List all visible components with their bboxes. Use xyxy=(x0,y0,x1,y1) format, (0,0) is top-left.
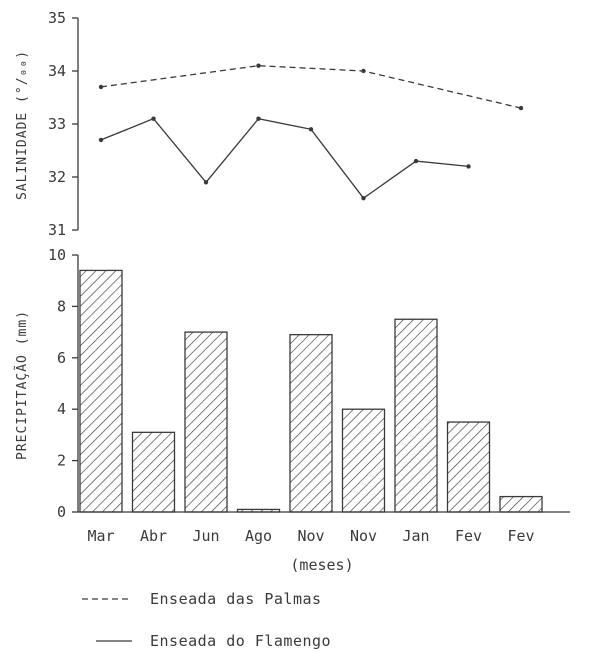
precipitation-bar xyxy=(131,431,176,513)
precipitation-bar xyxy=(184,331,228,513)
salinity-data-point xyxy=(308,127,314,132)
precipitation-bar xyxy=(236,508,281,513)
x-tick-labels: Mar Abr Jun Ago Nov Nov Jan Fev Fev xyxy=(87,527,534,545)
salinity-tick-label: 33 xyxy=(48,115,66,133)
salinity-data-point xyxy=(98,137,104,143)
salinity-data-point xyxy=(256,63,261,68)
x-tick-label: Fev xyxy=(455,527,482,545)
precipitation-tick-label: 0 xyxy=(57,503,66,521)
salinity-series xyxy=(98,63,524,201)
salinity-data-point xyxy=(98,84,104,90)
salinity-data-point xyxy=(256,116,261,121)
salinity-data-point xyxy=(518,105,524,111)
x-tick-label: Nov xyxy=(297,527,324,545)
salinity-tick-label: 32 xyxy=(48,168,66,186)
precipitation-chart: 0 2 4 6 8 10 PRECIPITAÇÃO (mm) Mar Abr Jun Ago No… xyxy=(14,246,570,574)
x-tick-label: Nov xyxy=(350,527,377,545)
precipitation-y-ticks: 0 2 4 6 8 10 xyxy=(48,246,78,521)
salinity-tick-label: 34 xyxy=(48,62,66,80)
salinity-series-line xyxy=(100,117,469,200)
legend: Enseada das Palmas Enseada do Flamengo xyxy=(82,590,331,650)
salinity-data-point xyxy=(361,68,366,74)
x-tick-label: Jan xyxy=(402,527,429,545)
salinity-y-axis-label: SALINIDADE (°/₀₀) xyxy=(15,50,30,200)
salinity-data-point xyxy=(466,164,471,169)
salinity-data-point xyxy=(151,116,156,121)
precipitation-bar xyxy=(79,269,123,513)
salinity-data-point xyxy=(361,196,366,201)
salinity-data-point xyxy=(203,180,209,185)
precipitation-tick-label: 4 xyxy=(57,400,66,418)
x-tick-label: Fev xyxy=(507,527,534,545)
salinity-series-line xyxy=(100,65,522,109)
precipitation-tick-label: 8 xyxy=(57,297,66,315)
precipitation-tick-label: 2 xyxy=(57,452,66,470)
precipitation-bar xyxy=(446,421,491,513)
precipitation-bar xyxy=(289,334,333,513)
legend-item-palmas: Enseada das Palmas xyxy=(150,590,322,608)
precipitation-bars xyxy=(79,269,543,513)
precipitation-bar xyxy=(499,495,543,513)
x-tick-label: Mar xyxy=(87,527,114,545)
x-axis-label: (meses) xyxy=(290,556,353,574)
precipitation-y-axis-label: PRECIPITAÇÃO (mm) xyxy=(14,310,30,460)
x-tick-label: Abr xyxy=(140,527,167,545)
salinity-data-point xyxy=(413,158,419,164)
x-tick-label: Ago xyxy=(245,527,272,545)
precipitation-bar xyxy=(394,318,438,513)
precipitation-tick-label: 10 xyxy=(48,246,66,264)
salinity-y-ticks: 31 32 33 34 35 xyxy=(48,9,78,239)
legend-item-flamengo: Enseada do Flamengo xyxy=(150,632,331,650)
salinity-tick-label: 35 xyxy=(48,9,66,27)
precipitation-tick-label: 6 xyxy=(57,349,66,367)
salinity-chart: 31 32 33 34 35 SALINIDADE (°/₀₀) xyxy=(15,9,524,239)
salinity-tick-label: 31 xyxy=(48,221,66,239)
precipitation-bar xyxy=(341,408,386,513)
x-tick-label: Jun xyxy=(192,527,219,545)
